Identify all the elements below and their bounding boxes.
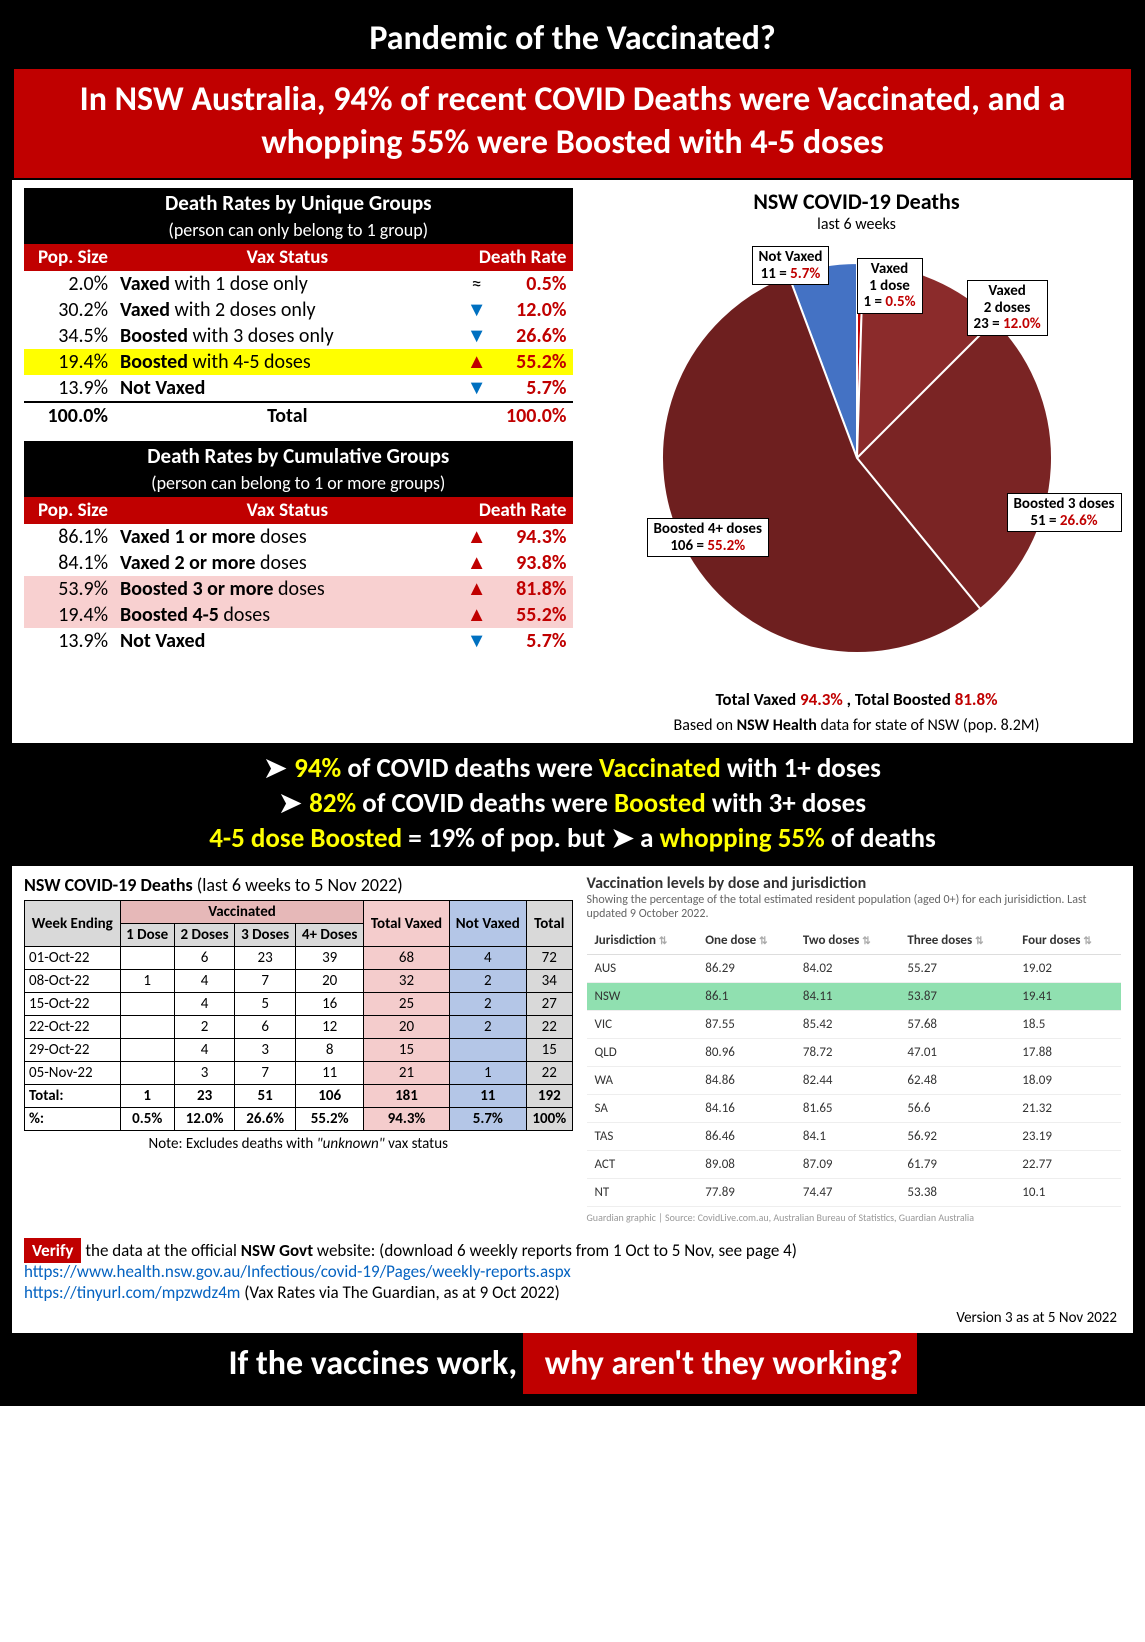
callout-2-doses: Vaxed2 doses23 = 12.0% xyxy=(967,280,1048,336)
col-rate: Death Rate xyxy=(461,244,573,271)
col-rate: Death Rate xyxy=(461,497,573,524)
upper-section: Death Rates by Unique Groups (person can … xyxy=(12,180,1133,743)
callout-not-vaxed: Not Vaxed11 = 5.7% xyxy=(752,246,830,285)
footer-a: If the vaccines work, xyxy=(228,1343,517,1384)
table-row: 53.9%Boosted 3 or more doses▲81.8% xyxy=(24,576,573,602)
col-total-vaxed: Total Vaxed xyxy=(364,901,449,947)
page-title: Pandemic of the Vaccinated? xyxy=(12,12,1133,67)
jur-subtitle: Showing the percentage of the total esti… xyxy=(587,893,1122,921)
table-row: 15-Oct-22451625227 xyxy=(25,993,573,1016)
table-row: 22-Oct-22261220222 xyxy=(25,1016,573,1039)
weekly-title: NSW COVID-19 Deaths (last 6 weeks to 5 N… xyxy=(24,874,573,896)
callout-4plus-doses: Boosted 4+ doses106 = 55.2% xyxy=(647,518,769,557)
table-row: 30.2%Vaxed with 2 doses only▼12.0% xyxy=(24,297,573,323)
table-row: SA84.1681.6556.621.32 xyxy=(587,1095,1122,1123)
table-title: Death Rates by Cumulative Groups xyxy=(147,443,449,469)
col-week: Week Ending xyxy=(25,901,121,947)
callout-1-dose: Vaxed1 dose1 = 0.5% xyxy=(857,258,923,314)
verify-section: Verify the data at the official NSW Govt… xyxy=(12,1232,1133,1307)
callout-3-doses: Boosted 3 doses51 = 26.6% xyxy=(1007,493,1122,532)
table-row: WA84.8682.4462.4818.09 xyxy=(587,1067,1122,1095)
table-row: 13.9%Not Vaxed▼5.7% xyxy=(24,628,573,654)
left-tables: Death Rates by Unique Groups (person can … xyxy=(24,188,573,735)
weekly-deaths-table: Week Ending Vaccinated Total Vaxed Not V… xyxy=(24,900,573,1131)
verify-link-1[interactable]: https://www.health.nsw.gov.au/Infectious… xyxy=(24,1261,571,1282)
page-container: Pandemic of the Vaccinated? In NSW Austr… xyxy=(0,0,1145,1406)
total-pop: 100.0% xyxy=(24,402,114,429)
table-subtitle: (person can only belong to 1 group) xyxy=(168,219,428,241)
footer-bar: If the vaccines work, why aren't they wo… xyxy=(12,1333,1133,1394)
table-row: 29-Oct-224381515 xyxy=(25,1039,573,1062)
table-row: 2.0%Vaxed with 1 dose only≈0.5% xyxy=(24,271,573,297)
table-row: 84.1%Vaxed 2 or more doses▲93.8% xyxy=(24,550,573,576)
total-label: Total xyxy=(114,402,461,429)
table-row: 19.4%Boosted with 4-5 doses▲55.2% xyxy=(24,349,573,375)
col-pop: Pop. Size xyxy=(24,244,114,271)
col-group-vaccinated: Vaccinated xyxy=(120,901,364,924)
jurisdiction-table: Jurisdiction ⇅One dose ⇅Two doses ⇅Three… xyxy=(587,927,1122,1207)
pct-row: %:0.5%12.0%26.6%55.2%94.3%5.7%100% xyxy=(25,1108,573,1131)
table-row: QLD80.9678.7247.0117.88 xyxy=(587,1039,1122,1067)
pie-chart: Not Vaxed11 = 5.7% Vaxed1 dose1 = 0.5% V… xyxy=(587,238,1127,683)
lower-section: NSW COVID-19 Deaths (last 6 weeks to 5 N… xyxy=(12,866,1133,1232)
jur-title: Vaccination levels by dose and jurisdict… xyxy=(587,874,1122,893)
table-row: NSW86.184.1153.8719.41 xyxy=(587,983,1122,1011)
col-header: Two doses ⇅ xyxy=(795,927,899,955)
pie-footer-2: Based on NSW Health data for state of NS… xyxy=(587,716,1127,735)
pie-footer-1: Total Vaxed 94.3% , Total Boosted 81.8% xyxy=(587,689,1127,710)
pie-title: NSW COVID-19 Deaths xyxy=(587,188,1127,215)
cumulative-groups-table: Death Rates by Cumulative Groups (person … xyxy=(24,441,573,654)
table-row: TAS86.4684.156.9223.19 xyxy=(587,1123,1122,1151)
weekly-table-panel: NSW COVID-19 Deaths (last 6 weeks to 5 N… xyxy=(24,874,573,1224)
table-row: ACT89.0887.0961.7922.77 xyxy=(587,1151,1122,1179)
pie-subtitle: last 6 weeks xyxy=(587,215,1127,234)
col-status: Vax Status xyxy=(114,497,461,524)
col-header: Four doses ⇅ xyxy=(1014,927,1121,955)
total-row: Total:1235110618111192 xyxy=(25,1085,573,1108)
col-header: One dose ⇅ xyxy=(697,927,795,955)
jurisdiction-panel: Vaccination levels by dose and jurisdict… xyxy=(587,874,1122,1224)
verify-link-2[interactable]: https://tinyurl.com/mpzwdz4m xyxy=(24,1282,240,1303)
weekly-note: Note: Excludes deaths with "unknown" vax… xyxy=(24,1135,573,1153)
table-row: 01-Oct-226233968472 xyxy=(25,947,573,970)
col-total: Total xyxy=(527,901,572,947)
table-row: 34.5%Boosted with 3 doses only▼26.6% xyxy=(24,323,573,349)
table-row: VIC87.5585.4257.6818.5 xyxy=(587,1011,1122,1039)
table-subtitle: (person can belong to 1 or more groups) xyxy=(151,472,445,494)
table-title: Death Rates by Unique Groups xyxy=(165,190,432,216)
total-rate: 100.0% xyxy=(493,402,573,429)
table-row: 08-Oct-221472032234 xyxy=(25,970,573,993)
verify-badge: Verify xyxy=(24,1238,81,1263)
col-header: Jurisdiction ⇅ xyxy=(587,927,698,955)
table-row: 86.1%Vaxed 1 or more doses▲94.3% xyxy=(24,524,573,550)
col-status: Vax Status xyxy=(114,244,461,271)
table-row: 05-Nov-22371121122 xyxy=(25,1062,573,1085)
col-pop: Pop. Size xyxy=(24,497,114,524)
col-header: Three doses ⇅ xyxy=(899,927,1014,955)
verify-link-2-note: (Vax Rates via The Guardian, as at 9 Oct… xyxy=(240,1282,559,1303)
pie-panel: NSW COVID-19 Deaths last 6 weeks Not Vax… xyxy=(587,188,1127,735)
table-row: 19.4%Boosted 4-5 doses▲55.2% xyxy=(24,602,573,628)
footer-b: why aren't they working? xyxy=(523,1333,916,1394)
jur-source: Guardian graphic | Source: CovidLive.com… xyxy=(587,1211,1122,1224)
col-not-vaxed: Not Vaxed xyxy=(449,901,527,947)
table-row: AUS86.2984.0255.2719.02 xyxy=(587,955,1122,983)
headline-banner: In NSW Australia, 94% of recent COVID De… xyxy=(12,67,1133,180)
verify-paren: (download 6 weekly reports from 1 Oct to… xyxy=(379,1240,797,1261)
summary-band: ➤ 94% of COVID deaths were Vaccinated wi… xyxy=(12,743,1133,866)
table-row: 13.9%Not Vaxed▼5.7% xyxy=(24,375,573,402)
table-row: NT77.8974.4753.3810.1 xyxy=(587,1179,1122,1207)
unique-groups-table: Death Rates by Unique Groups (person can … xyxy=(24,188,573,429)
version-text: Version 3 as at 5 Nov 2022 xyxy=(12,1307,1133,1333)
